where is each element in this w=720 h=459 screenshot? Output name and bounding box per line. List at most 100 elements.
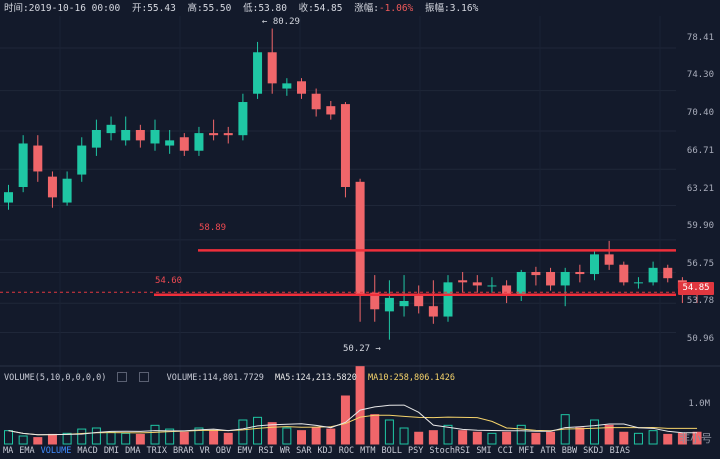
candle-body	[399, 301, 409, 307]
candle-body	[428, 306, 438, 317]
candle-body	[18, 143, 28, 187]
volume-bar	[135, 433, 145, 445]
volume-bar	[106, 431, 116, 445]
volume-bar	[179, 431, 189, 445]
volume-bar	[692, 431, 702, 445]
volume-bar	[370, 414, 380, 445]
volume-y-tick: 1.0M	[688, 399, 710, 409]
tab-macd[interactable]: MACD	[77, 446, 98, 456]
tab-ema[interactable]: EMA	[19, 446, 35, 456]
volume-bar	[311, 427, 321, 445]
y-tick-label: 70.40	[686, 108, 714, 118]
candle-body	[135, 130, 145, 141]
volume-bar	[677, 432, 687, 445]
candle-body	[326, 106, 336, 115]
volume-bar	[663, 433, 673, 445]
tab-psy[interactable]: PSY	[408, 446, 424, 456]
candle-body	[150, 130, 160, 144]
tab-boll[interactable]: BOLL	[381, 446, 402, 456]
candle-body	[663, 267, 673, 279]
candle-body	[487, 285, 497, 287]
candle-body	[106, 124, 116, 134]
y-tick-label: 59.90	[686, 221, 714, 231]
tab-rsi[interactable]: RSI	[258, 446, 274, 456]
y-tick-label: 66.71	[686, 146, 714, 156]
volume-bar	[150, 424, 160, 445]
settings-icon[interactable]	[117, 372, 133, 383]
info-high: 高:55.50	[187, 3, 232, 14]
candle-body	[47, 176, 57, 198]
tab-dma[interactable]: DMA	[125, 446, 141, 456]
candle-body	[384, 297, 394, 312]
tab-skdj[interactable]: SKDJ	[583, 446, 604, 456]
tab-trix[interactable]: TRIX	[146, 446, 168, 456]
volume-bar	[458, 430, 468, 445]
tab-kdj[interactable]: KDJ	[317, 446, 333, 456]
candle-body	[297, 81, 306, 94]
tab-atr[interactable]: ATR	[540, 446, 556, 456]
volume-bar	[590, 419, 599, 445]
candle-body	[472, 282, 482, 286]
volume-bar	[355, 366, 365, 445]
tab-roc[interactable]: ROC	[338, 446, 355, 456]
candle-body	[267, 52, 277, 84]
candle-body	[560, 271, 570, 286]
tab-ma[interactable]: MA	[3, 446, 14, 456]
y-tick-label: 63.21	[686, 184, 714, 194]
tab-obv[interactable]: OBV	[215, 446, 232, 456]
volume-bar	[62, 432, 72, 445]
tab-stochrsi[interactable]: StochRSI	[429, 446, 471, 456]
candle-body	[121, 130, 131, 141]
tab-emv[interactable]: EMV	[237, 446, 253, 456]
candle-body	[458, 280, 468, 283]
tab-smi[interactable]: SMI	[476, 446, 492, 456]
arrow-left-icon: ←	[262, 17, 268, 27]
tab-cci[interactable]: CCI	[497, 446, 514, 456]
candle-body	[33, 145, 43, 172]
candle-body	[223, 133, 233, 136]
volume-bar	[238, 419, 248, 445]
candle-body	[355, 181, 365, 296]
tab-vr[interactable]: VR	[199, 446, 210, 456]
candle-body	[62, 178, 72, 203]
arrow-right-icon: →	[375, 344, 381, 354]
indicator-tabs: MA EMA VOLUME MACD DMI DMA TRIX BRAR VR OBV EMV RSI…	[0, 446, 720, 459]
tab-sar[interactable]: SAR	[296, 446, 312, 456]
candle-body	[340, 104, 350, 187]
tab-volume[interactable]: VOLUME	[40, 446, 72, 456]
volume-bar	[472, 431, 482, 445]
level-label-upper: 58.89	[199, 223, 227, 233]
tab-wr[interactable]: WR	[279, 446, 291, 456]
volume-bar	[516, 424, 526, 445]
volume-bar	[121, 432, 131, 445]
volume-bar	[209, 430, 219, 445]
volume-bar	[282, 427, 292, 445]
tab-bbw[interactable]: BBW	[561, 446, 578, 456]
tab-mfi[interactable]: MFI	[519, 446, 535, 456]
candle-body	[370, 292, 380, 310]
tab-mtm[interactable]: MTM	[360, 446, 376, 456]
volume-bar	[194, 427, 204, 445]
tab-dmi[interactable]: DMI	[103, 446, 120, 456]
candle-body	[502, 285, 512, 296]
volume-indicator-title: VOLUME(5,10,0,0,0,0)	[4, 372, 107, 383]
y-tick-label: 50.96	[686, 334, 714, 344]
close-icon[interactable]	[139, 372, 155, 383]
tab-bias[interactable]: BIAS	[609, 446, 631, 456]
candle-body	[91, 130, 101, 148]
candle-body	[590, 254, 599, 275]
ohlc-info-bar: 时间:2019-10-16 00:00 开:55.43 高:55.50 低:53…	[4, 2, 484, 15]
high-marker-value: 80.29	[272, 17, 300, 27]
info-change: 涨幅:-1.06%	[354, 3, 413, 14]
info-change-label: 涨幅:	[354, 3, 379, 14]
tab-brar[interactable]: BRAR	[173, 446, 194, 456]
volume-bar	[4, 430, 13, 445]
volume-bar	[575, 427, 585, 445]
candle-body	[414, 295, 424, 307]
candle-body	[443, 282, 453, 317]
volume-bar	[33, 437, 43, 445]
volume-bar	[414, 431, 424, 445]
candle-body	[311, 93, 321, 110]
